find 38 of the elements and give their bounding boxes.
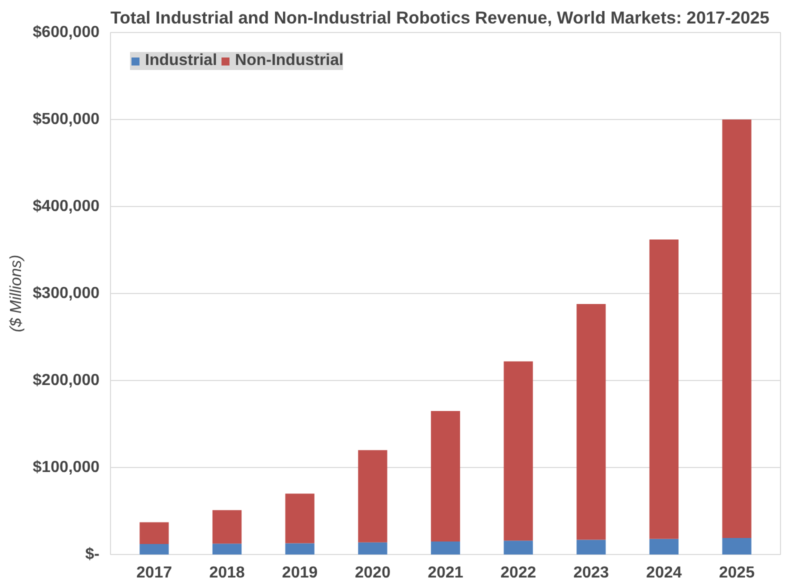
x-tick-label: 2021	[428, 564, 464, 582]
y-tick-label: $-	[85, 546, 100, 563]
bar	[576, 304, 606, 540]
x-tick-label: 2017	[136, 564, 172, 582]
bar	[430, 410, 460, 542]
y-axis-title: ($ Millions)	[8, 254, 25, 332]
bar	[576, 540, 606, 554]
bar	[430, 541, 460, 554]
chart-title: Total Industrial and Non-Industrial Robotics Revenue, World Markets: 2017-2025	[110, 8, 770, 28]
bar	[649, 538, 679, 554]
x-tick-label: 2022	[500, 564, 536, 582]
x-tick-label: 2020	[354, 564, 391, 582]
bar	[285, 494, 314, 544]
y-tick-label: $200,000	[32, 372, 100, 389]
x-tick-label: 2024	[646, 564, 682, 582]
y-tick-label: $100,000	[32, 459, 100, 476]
bar	[649, 240, 679, 539]
legend-label: Industrial	[145, 52, 218, 70]
y-tick-label: $300,000	[32, 285, 100, 302]
y-tick-label: $600,000	[32, 24, 100, 41]
y-tick-label: $500,000	[32, 111, 100, 128]
bar	[212, 510, 242, 544]
bar	[722, 120, 752, 538]
legend-label: Non-Industrial	[235, 52, 344, 70]
bar	[140, 522, 169, 544]
x-tick-label: 2018	[209, 564, 245, 582]
x-tick-label: 2025	[719, 564, 755, 582]
bar	[504, 540, 533, 554]
bar	[212, 544, 242, 554]
bar	[358, 542, 388, 554]
bar	[504, 361, 533, 541]
x-tick-label: 2023	[573, 564, 610, 582]
bar	[285, 543, 314, 554]
x-tick-label: 2019	[282, 564, 318, 582]
bar	[140, 544, 169, 554]
y-tick-label: $400,000	[32, 198, 100, 215]
bar	[722, 538, 752, 554]
bar	[358, 450, 388, 542]
